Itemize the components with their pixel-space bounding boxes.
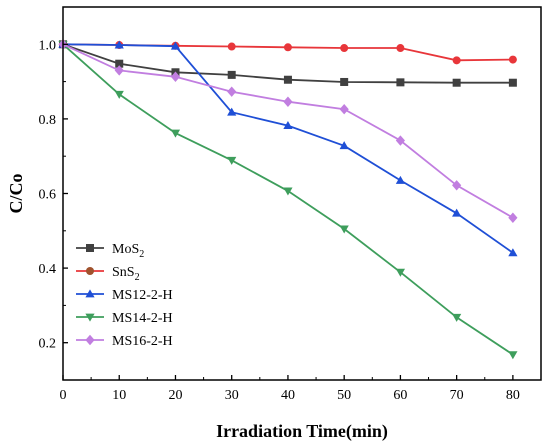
data-point bbox=[283, 96, 293, 107]
data-point bbox=[339, 104, 349, 115]
series-line bbox=[62, 43, 514, 356]
data-point bbox=[283, 187, 293, 196]
data-point bbox=[395, 175, 406, 184]
data-point bbox=[508, 248, 518, 257]
legend-label-main: MS12-2-H bbox=[112, 288, 173, 303]
legend-label: SnS2 bbox=[112, 265, 140, 283]
legend-label-main: MS16-2-H bbox=[112, 334, 173, 349]
data-point bbox=[114, 90, 124, 99]
data-point bbox=[508, 212, 518, 223]
y-tick-label: 0.4 bbox=[39, 262, 57, 277]
data-point bbox=[170, 129, 181, 138]
legend-label-main: SnS bbox=[112, 265, 135, 280]
series-2 bbox=[59, 40, 517, 65]
data-point bbox=[452, 208, 462, 217]
y-tick-label: 0.6 bbox=[39, 188, 57, 203]
legend-item: MS12-2-H bbox=[76, 288, 173, 303]
x-tick-label: 80 bbox=[506, 388, 520, 403]
legend-label-main: MS14-2-H bbox=[112, 311, 173, 326]
x-tick-label: 30 bbox=[225, 388, 239, 403]
data-point bbox=[396, 78, 405, 87]
data-point bbox=[170, 41, 181, 50]
legend-item: SnS2 bbox=[76, 265, 140, 283]
data-point bbox=[396, 44, 405, 53]
legend-label-main: MoS bbox=[112, 242, 139, 257]
data-point bbox=[339, 141, 349, 150]
data-point bbox=[340, 44, 349, 53]
data-point bbox=[114, 65, 124, 76]
plot-area bbox=[58, 39, 518, 360]
x-tick-label: 70 bbox=[450, 388, 464, 403]
x-tick-label: 0 bbox=[60, 388, 67, 403]
series-line bbox=[62, 43, 514, 254]
data-point bbox=[508, 78, 517, 87]
data-point bbox=[227, 42, 236, 51]
legend-marker bbox=[86, 267, 94, 275]
legend-marker bbox=[85, 334, 95, 346]
data-point bbox=[395, 268, 406, 277]
y-tick-label: 0.8 bbox=[39, 113, 57, 128]
legend-marker bbox=[85, 313, 95, 322]
data-point bbox=[227, 107, 237, 116]
data-point bbox=[227, 70, 236, 79]
legend-label: MoS2 bbox=[112, 242, 144, 260]
data-point bbox=[339, 225, 349, 234]
x-axis-title: Irradiation Time(min) bbox=[216, 421, 388, 442]
legend-marker bbox=[86, 244, 94, 252]
x-tick-label: 60 bbox=[393, 388, 407, 403]
data-point bbox=[283, 43, 292, 52]
axes: 0 10 20 30 40 50 60 70 80 0.2 0.4 0.6 0.8 1.0 bbox=[39, 6, 542, 403]
data-point bbox=[452, 313, 462, 322]
x-tick-label: 50 bbox=[337, 388, 351, 403]
y-axis-title: C/Co bbox=[6, 174, 26, 214]
y-tick-label: 0.2 bbox=[39, 337, 57, 352]
data-point bbox=[452, 56, 461, 65]
data-point bbox=[340, 77, 349, 86]
data-point bbox=[227, 86, 237, 97]
data-point bbox=[227, 156, 237, 165]
x-tick-label: 10 bbox=[112, 388, 126, 403]
series-4 bbox=[58, 40, 518, 360]
data-point bbox=[452, 78, 461, 87]
data-point bbox=[395, 135, 406, 146]
legend-item: MS14-2-H bbox=[76, 311, 173, 326]
legend-marker bbox=[85, 289, 95, 298]
x-tick-label: 40 bbox=[281, 388, 295, 403]
legend-item: MoS2 bbox=[76, 242, 144, 260]
data-point bbox=[452, 180, 462, 191]
legend-label: MS12-2-H bbox=[112, 288, 173, 303]
data-point bbox=[283, 75, 292, 84]
legend-label-subscript: 2 bbox=[139, 249, 144, 260]
legend-label: MS16-2-H bbox=[112, 334, 173, 349]
data-point bbox=[114, 40, 124, 49]
x-tick-label: 20 bbox=[168, 388, 182, 403]
legend-label-subscript: 2 bbox=[135, 272, 140, 283]
y-tick-label: 1.0 bbox=[39, 38, 57, 53]
legend-label: MS14-2-H bbox=[112, 311, 173, 326]
data-point bbox=[170, 71, 181, 82]
legend-item: MS16-2-H bbox=[76, 334, 173, 349]
data-point bbox=[508, 351, 518, 360]
data-point bbox=[508, 55, 517, 64]
data-point bbox=[283, 121, 293, 130]
data-point bbox=[115, 59, 124, 68]
